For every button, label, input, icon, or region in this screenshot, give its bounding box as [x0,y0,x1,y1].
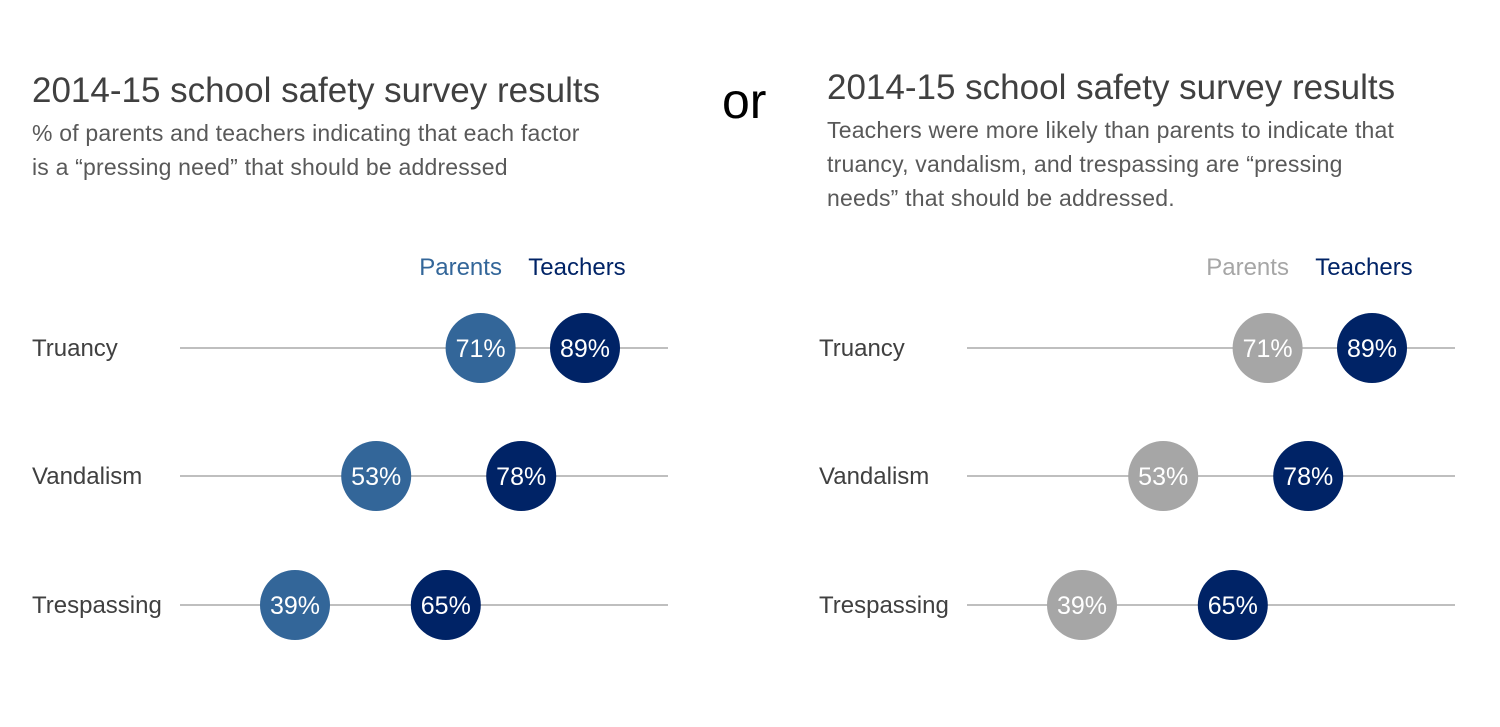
right-row-label-truancy: Truancy [819,335,905,362]
left-dot-plot: Truancy Vandalism Trespassing 71% 53% 39% Pare… [32,254,668,640]
left-subtitle-line-1: % of parents and teachers indicating tha… [32,120,580,146]
right-dot-label-parents-truancy: 71% [1243,335,1293,363]
left-dot-parents-trespassing [260,570,330,640]
right-dot-parents-trespassing [1047,570,1117,640]
left-row-label-trespassing: Trespassing [32,592,162,619]
right-dot-parents-truancy [1232,313,1303,383]
left-dot-label-teachers-vandalism: 78% [496,463,546,491]
right-legend-parents: Parents [1206,254,1289,281]
right-panel: 2014-15 school safety survey results Tea… [787,0,1487,727]
left-dot-label-teachers-trespassing: 65% [421,592,471,620]
left-panel: 2014-15 school safety survey results % o… [0,0,700,727]
right-dot-label-parents-trespassing: 39% [1057,592,1107,620]
right-subtitle-line-2: truancy, vandalism, and trespassing are … [827,151,1343,177]
right-row-label-trespassing: Trespassing [819,592,949,619]
right-dot-parents-vandalism [1128,441,1199,511]
or-separator: or [722,73,767,129]
left-dot-label-parents-vandalism: 53% [351,463,401,491]
right-legend-teachers: Teachers [1315,254,1412,281]
right-row-label-vandalism: Vandalism [819,463,929,490]
left-legend-parents: Parents [419,254,502,281]
left-dot-label-teachers-truancy: 89% [560,335,610,363]
left-chart-title: 2014-15 school safety survey results [32,71,601,110]
right-dot-label-teachers-truancy: 89% [1347,335,1397,363]
right-dot-label-teachers-vandalism: 78% [1283,463,1333,491]
right-dot-teachers-truancy [1337,313,1407,383]
left-dot-parents-vandalism [341,441,412,511]
left-dot-teachers-vandalism [486,441,557,511]
left-row-label-vandalism: Vandalism [32,463,142,490]
right-dot-teachers-vandalism [1273,441,1344,511]
left-legend-teachers: Teachers [528,254,625,281]
right-dot-label-parents-vandalism: 53% [1138,463,1188,491]
right-subtitle-line-3: needs” that should be addressed. [827,185,1175,211]
left-dot-teachers-trespassing [410,570,481,640]
left-row-label-truancy: Truancy [32,335,118,362]
right-dot-plot: Truancy Vandalism Trespassing 71% 53% 39% Pare… [819,254,1455,640]
right-chart-subtitle: Teachers were more likely than parents t… [827,113,1394,215]
left-dot-label-parents-truancy: 71% [456,335,506,363]
right-chart-title: 2014-15 school safety survey results [827,68,1396,107]
right-dot-label-teachers-trespassing: 65% [1208,592,1258,620]
right-dot-teachers-trespassing [1197,570,1268,640]
left-chart-subtitle: % of parents and teachers indicating tha… [32,116,580,184]
left-dot-teachers-truancy [550,313,620,383]
left-dot-parents-truancy [445,313,516,383]
right-subtitle-line-1: Teachers were more likely than parents t… [827,117,1395,143]
left-subtitle-line-2: is a “pressing need” that should be addr… [32,154,508,180]
left-dot-label-parents-trespassing: 39% [270,592,320,620]
